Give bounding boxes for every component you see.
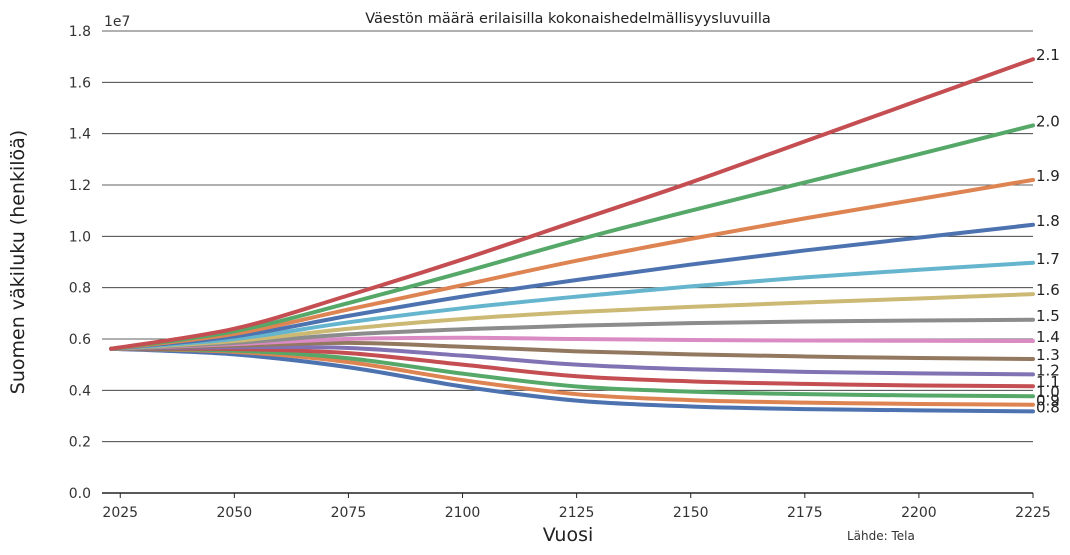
y-tick-labels: 0.0 0.2 0.4 0.6 0.8 1.0 1.2 1.4 1.6 1.8	[69, 24, 91, 502]
y-tick-label: 0.0	[69, 486, 91, 502]
x-tick-label: 2050	[217, 505, 253, 521]
series-label-2-0: 2.0	[1036, 112, 1060, 130]
x-tick-label: 2025	[102, 505, 138, 521]
y-tick-label: 0.4	[69, 383, 91, 399]
x-tick-labels: 2025 2050 2075 2100 2125 2150 2175 2200 2225	[102, 493, 1051, 521]
x-tick-label: 2175	[787, 505, 823, 521]
y-tick-label: 0.6	[69, 332, 91, 348]
series-line-2-1	[109, 57, 1035, 351]
y-tick-label: 0.2	[69, 435, 91, 451]
series-label-0-9: 0.9	[1036, 392, 1060, 410]
source-note: Lähde: Tela	[847, 529, 915, 543]
y-tick-label: 1.2	[69, 178, 91, 194]
series-label-2-1: 2.1	[1036, 46, 1060, 64]
series-line-1-0	[109, 346, 1035, 399]
gridlines	[102, 30, 1033, 443]
series-line-1-2	[109, 345, 1035, 377]
series-lines	[109, 57, 1035, 414]
series-label-1-9: 1.9	[1036, 167, 1060, 185]
chart-title: Väestön määrä erilaisilla kokonaishedelm…	[365, 11, 771, 27]
series-line-1-8	[109, 222, 1035, 351]
series-label-1-7: 1.7	[1036, 250, 1060, 268]
series-label-1-6: 1.6	[1036, 281, 1060, 299]
series-line-1-7	[109, 260, 1035, 351]
series-label-0-8: 0.8	[1036, 398, 1060, 416]
x-tick-label: 2200	[901, 505, 937, 521]
x-tick-label: 2075	[331, 505, 367, 521]
series-end-labels: 2.1 2.0 1.9 1.8 1.7 1.6 1.5 1.41.31.21.11.00.90…	[1036, 46, 1060, 416]
x-axis-title: Vuosi	[543, 524, 594, 546]
series-line-1-6	[109, 292, 1035, 351]
x-tick-label: 2150	[673, 505, 709, 521]
series-label-1-3: 1.3	[1036, 346, 1060, 364]
series-line-1-9	[109, 177, 1035, 351]
series-line-1-1	[109, 346, 1035, 389]
y-tick-label: 1.0	[69, 229, 91, 245]
series-label-1-4: 1.4	[1036, 328, 1060, 346]
series-line-1-5	[109, 317, 1035, 351]
y-axis-title: Suomen väkiluku (henkilöä)	[7, 130, 29, 394]
x-tick-label: 2225	[1015, 505, 1051, 521]
y-tick-label: 1.6	[69, 75, 91, 91]
series-label-1-2: 1.2	[1036, 361, 1060, 379]
x-tick-label: 2125	[559, 505, 595, 521]
y-offset-label: 1e7	[104, 14, 130, 30]
series-line-0-8	[109, 346, 1035, 414]
series-label-1-0: 1.0	[1036, 383, 1060, 401]
series-label-1-1: 1.1	[1036, 373, 1060, 391]
x-tick-label: 2100	[445, 505, 481, 521]
series-line-2-0	[109, 123, 1035, 351]
y-tick-label: 1.4	[69, 127, 91, 143]
y-tick-label: 0.8	[69, 281, 91, 297]
series-label-1-5: 1.5	[1036, 307, 1060, 325]
y-tick-label: 1.8	[69, 24, 91, 40]
series-label-1-8: 1.8	[1036, 212, 1060, 230]
